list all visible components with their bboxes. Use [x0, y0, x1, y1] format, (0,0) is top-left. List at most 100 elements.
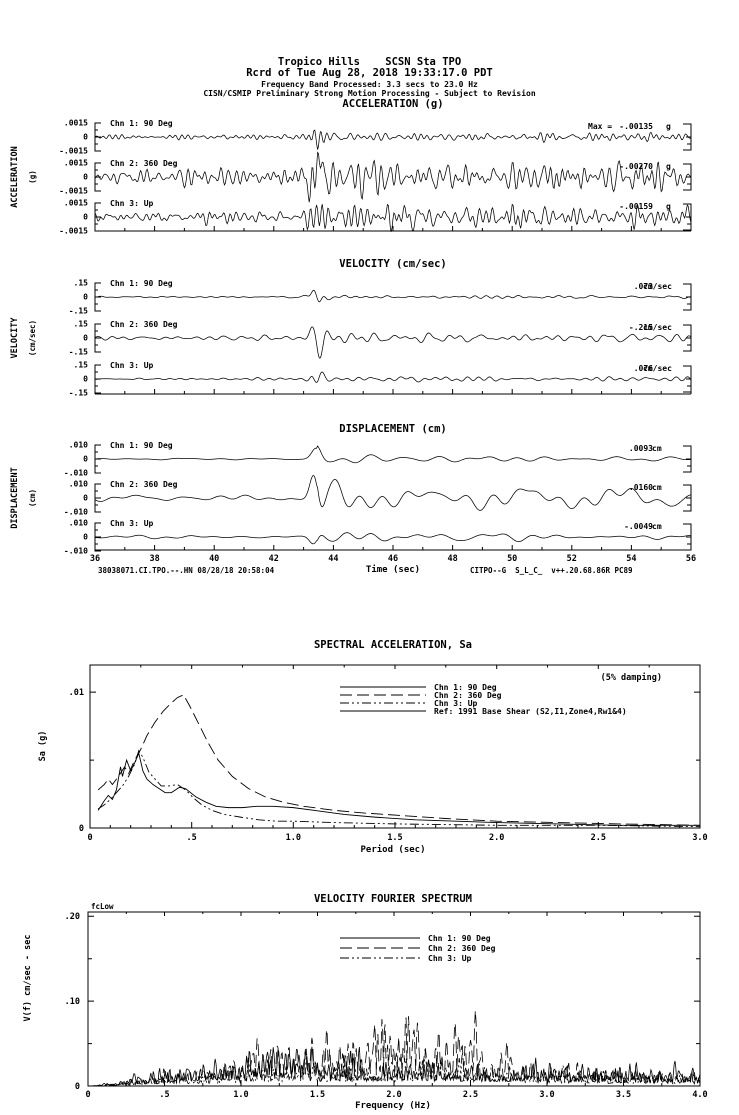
- acceleration-trace-chn2: [94, 151, 692, 203]
- max-value: .076: [634, 364, 653, 373]
- max-unit: cm/sec: [643, 323, 672, 332]
- max-prefix: Max =: [588, 122, 612, 131]
- left-scale-bracket: [94, 483, 101, 513]
- header-processing-note: CISN/CSMIP Preliminary Strong Motion Pro…: [203, 89, 536, 98]
- max-unit: cm/sec: [643, 364, 672, 373]
- max-unit: g: [666, 202, 671, 211]
- x-tick-label: 38: [149, 554, 159, 564]
- max-value: .0093: [629, 444, 653, 453]
- velocity-y-axis-units: (cm/sec): [28, 320, 37, 356]
- y-tick-label: 0: [83, 133, 88, 142]
- y-tick-label: -.0015: [59, 147, 88, 156]
- time-axis: [94, 389, 692, 395]
- x-tick-label: 50: [507, 554, 517, 564]
- sa-axis-label: Sa (g): [38, 731, 48, 762]
- fourier-spectrum-panel: VELOCITY FOURIER SPECTRUM fcLow .20 .10 00 .5…: [23, 893, 708, 1111]
- spectral-curve-1: [97, 751, 700, 826]
- y-tick-label: 0: [75, 1082, 80, 1092]
- y-tick-label: -.15: [69, 389, 88, 398]
- displacement-trace-chn2: [94, 475, 692, 511]
- y-tick-label: -.15: [69, 348, 88, 357]
- acceleration-title: ACCELERATION (g): [342, 98, 443, 110]
- max-unit: cm: [652, 522, 662, 531]
- x-tick-label: 4.0: [692, 1090, 707, 1100]
- spectral-curve-2: [97, 694, 700, 826]
- spectral-title: SPECTRAL ACCELERATION, Sa: [314, 639, 472, 651]
- displacement-panel: DISPLACEMENT (cm) .010 0 -.010 Chn 1: 90 Deg.…: [10, 441, 696, 576]
- y-tick-label: -.15: [69, 307, 88, 316]
- displacement-trace-chn3: [94, 532, 692, 545]
- channel-label: Chn 1: 90 Deg: [110, 119, 173, 128]
- acceleration-y-axis-label: ACCELERATION: [10, 146, 20, 207]
- x-tick-label: 44: [328, 554, 338, 564]
- max-value: -.00135: [619, 122, 653, 131]
- x-tick-label: 36: [90, 554, 100, 564]
- legend-entry: Chn 1: 90 Deg: [428, 934, 491, 943]
- x-tick-label: 1.0: [233, 1090, 248, 1100]
- y-tick-label: 0: [83, 213, 88, 222]
- y-tick-label: -.0015: [59, 227, 88, 236]
- x-tick-label: 2.5: [591, 833, 606, 843]
- y-tick-label: -.0015: [59, 187, 88, 196]
- vf-axis-label: V(f) cm/sec - sec: [23, 935, 33, 1022]
- legend-entry: Chn 3: Up: [434, 699, 478, 708]
- y-tick-label: .010: [69, 519, 88, 528]
- x-tick-label: 56: [686, 554, 696, 564]
- max-unit: cm: [652, 483, 662, 492]
- x-tick-label: 0: [87, 833, 92, 843]
- legend-entry: Chn 2: 360 Deg: [434, 691, 502, 700]
- velocity-panel: VELOCITY (cm/sec) .15 0 -.15 Chn 1: 90 Deg .07…: [10, 279, 692, 398]
- x-tick-label: 3.0: [692, 833, 707, 843]
- x-tick-label: 1.5: [387, 833, 402, 843]
- x-tick-label: 3.5: [616, 1090, 631, 1100]
- x-tick-label: 3.0: [539, 1090, 554, 1100]
- channel-label: Chn 2: 360 Deg: [110, 320, 178, 329]
- y-tick-label: .0015: [64, 159, 88, 168]
- x-tick-label: 2.0: [489, 833, 504, 843]
- channel-label: Chn 1: 90 Deg: [110, 279, 173, 288]
- x-tick-label: 1.0: [286, 833, 301, 843]
- period-axis-label: Period (sec): [360, 844, 425, 855]
- x-tick-label: .5: [159, 1090, 169, 1100]
- time-axis: [94, 545, 692, 551]
- x-tick-label: 1.5: [310, 1090, 325, 1100]
- displacement-title: DISPLACEMENT (cm): [339, 423, 446, 435]
- right-scale-bracket: [683, 484, 692, 512]
- channel-label: Chn 3: Up: [110, 519, 154, 528]
- y-tick-label: 0: [83, 293, 88, 302]
- spectral-curve-3: [97, 749, 700, 828]
- y-tick-label: 0: [83, 455, 88, 464]
- max-unit: cm: [652, 444, 662, 453]
- velocity-title: VELOCITY (cm/sec): [339, 258, 446, 270]
- acceleration-trace-chn1: [94, 129, 692, 150]
- frequency-axis-label: Frequency (Hz): [355, 1101, 431, 1111]
- legend-entry: Ref: 1991 Base Shear (S2,I1,Zone4,Rw1&4): [434, 707, 627, 716]
- fourier-title: VELOCITY FOURIER SPECTRUM: [314, 893, 472, 905]
- header-frequency-band: Frequency Band Processed: 3.3 secs to 23…: [261, 80, 478, 89]
- max-value: .0160: [629, 483, 653, 492]
- y-tick-label: .15: [74, 320, 89, 329]
- channel-label: Chn 2: 360 Deg: [110, 480, 178, 489]
- y-tick-label: .20: [65, 912, 80, 922]
- y-tick-label: .010: [69, 441, 88, 450]
- y-tick-label: -.010: [64, 508, 88, 517]
- displacement-y-axis-units: (cm): [28, 489, 37, 507]
- right-scale-bracket: [683, 324, 692, 352]
- fourier-curve-2: [88, 1010, 701, 1087]
- velocity-trace-chn2: [94, 326, 692, 359]
- y-tick-label: .01: [69, 688, 84, 698]
- max-value: -.0049: [624, 522, 653, 531]
- header-station-title: Tropico Hills SCSN Sta TPO: [277, 56, 462, 68]
- y-tick-label: -.010: [64, 547, 88, 556]
- y-tick-label: -.010: [64, 469, 88, 478]
- damping-annotation: (5% damping): [601, 672, 662, 683]
- left-scale-bracket: [94, 522, 101, 552]
- acceleration-trace-chn3: [94, 203, 692, 232]
- left-scale-bracket: [94, 323, 101, 353]
- y-tick-label: 0: [83, 334, 88, 343]
- y-tick-label: 0: [83, 375, 88, 384]
- fc-low-marker: fcLow: [91, 902, 114, 911]
- y-tick-label: 0: [83, 494, 88, 503]
- x-tick-label: 54: [626, 554, 636, 564]
